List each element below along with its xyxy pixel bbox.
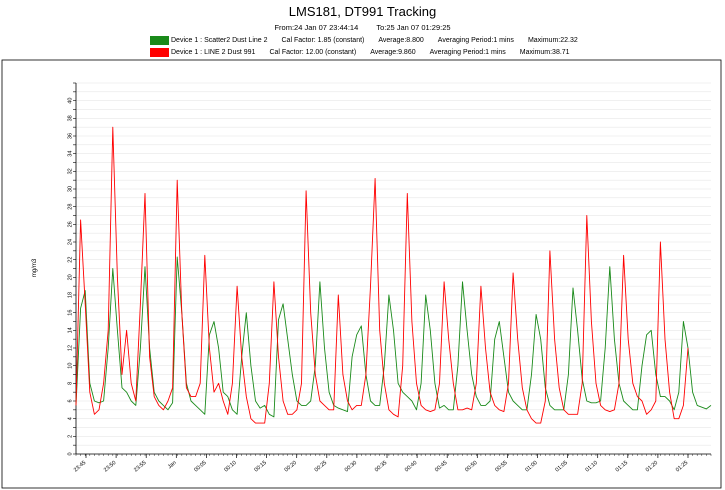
x-tick-label: 01:00 (524, 460, 538, 473)
x-tick-label: 01:25 (675, 460, 689, 473)
y-tick-label: 38 (67, 115, 73, 121)
x-tick-label: 00:05 (193, 460, 207, 473)
grid (76, 82, 711, 455)
legend-entry-green: Device 1 : Scatter2 Dust Line 2 Cal Fact… (150, 35, 578, 45)
x-tick-label: 01:20 (645, 460, 659, 473)
legend-average: Average:8.800 (378, 36, 424, 44)
chart-frame (1, 59, 722, 489)
legend-swatch (150, 47, 169, 57)
axes: 024681012141618202224262830323436384023:… (67, 82, 712, 473)
legend-period: Averaging Period:1 mins (437, 36, 514, 44)
x-tick-label: 23:45 (73, 460, 87, 473)
to-label: To:25 Jan 07 01:29:25 (376, 23, 451, 32)
x-tick-label: 00:40 (404, 460, 418, 473)
y-tick-label: 36 (67, 133, 73, 139)
y-axis-label: mg/m3 (32, 258, 38, 277)
x-tick-label: 00:25 (314, 460, 328, 473)
y-tick-label: 10 (67, 363, 73, 369)
y-tick-label: 14 (67, 327, 73, 333)
y-tick-label: 2 (67, 435, 73, 438)
y-tick-label: 0 (67, 452, 73, 455)
y-tick-label: 34 (67, 151, 73, 157)
legend-swatch (150, 35, 169, 45)
x-tick-label: 00:10 (223, 460, 237, 473)
x-tick-label: 23:55 (133, 460, 147, 473)
y-tick-label: 24 (67, 239, 73, 245)
y-tick-label: 18 (67, 292, 73, 298)
x-tick-label: 00:45 (434, 460, 448, 473)
legend-entry-red: Device 1 : LINE 2 Dust 991 Cal Factor: 1… (150, 47, 570, 57)
legend-series-name: Device 1 : LINE 2 Dust 991 (171, 48, 256, 56)
time-range: From:24 Jan 07 23:44:14 To:25 Jan 07 01:… (0, 23, 725, 32)
legend-period: Averaging Period:1 mins (429, 48, 506, 56)
x-tick-label: 00:35 (374, 460, 388, 473)
y-tick-label: 32 (67, 168, 73, 174)
y-tick-label: 30 (67, 186, 73, 192)
from-label: From:24 Jan 07 23:44:14 (274, 23, 359, 32)
x-tick-label: 00:30 (344, 460, 358, 473)
y-tick-label: 12 (67, 345, 73, 351)
legend-series-name: Device 1 : Scatter2 Dust Line 2 (171, 36, 268, 44)
chart-title: LMS181, DT991 Tracking (288, 4, 437, 19)
y-tick-label: 16 (67, 310, 73, 316)
x-tick-label: 00:55 (494, 460, 508, 473)
y-tick-label: 22 (67, 257, 73, 263)
series-layer (75, 126, 712, 424)
legend-maximum: Maximum:38.71 (519, 48, 570, 56)
legend-maximum: Maximum:22.32 (527, 36, 578, 44)
legend-average: Average:9.860 (370, 48, 416, 56)
y-tick-label: 4 (67, 417, 73, 420)
x-tick-label: Jan (167, 460, 178, 470)
y-tick-label: 20 (67, 274, 73, 280)
y-tick-label: 26 (67, 221, 73, 227)
series-line-line-2-dust-991 (75, 126, 689, 424)
x-tick-label: 01:05 (554, 460, 568, 473)
legend-cal-factor: Cal Factor: 12.00 (constant) (269, 48, 357, 56)
y-tick-label: 6 (67, 399, 73, 402)
y-tick-label: 8 (67, 382, 73, 385)
legend-cal-factor: Cal Factor: 1.85 (constant) (281, 36, 365, 44)
x-tick-label: 00:15 (253, 460, 267, 473)
y-tick-label: 40 (67, 98, 73, 104)
x-tick-label: 01:15 (615, 460, 629, 473)
x-tick-label: 23:50 (103, 460, 117, 473)
y-tick-label: 28 (67, 204, 73, 210)
x-tick-label: 00:50 (464, 460, 478, 473)
x-tick-label: 01:10 (585, 460, 599, 473)
x-tick-label: 00:20 (284, 460, 298, 473)
